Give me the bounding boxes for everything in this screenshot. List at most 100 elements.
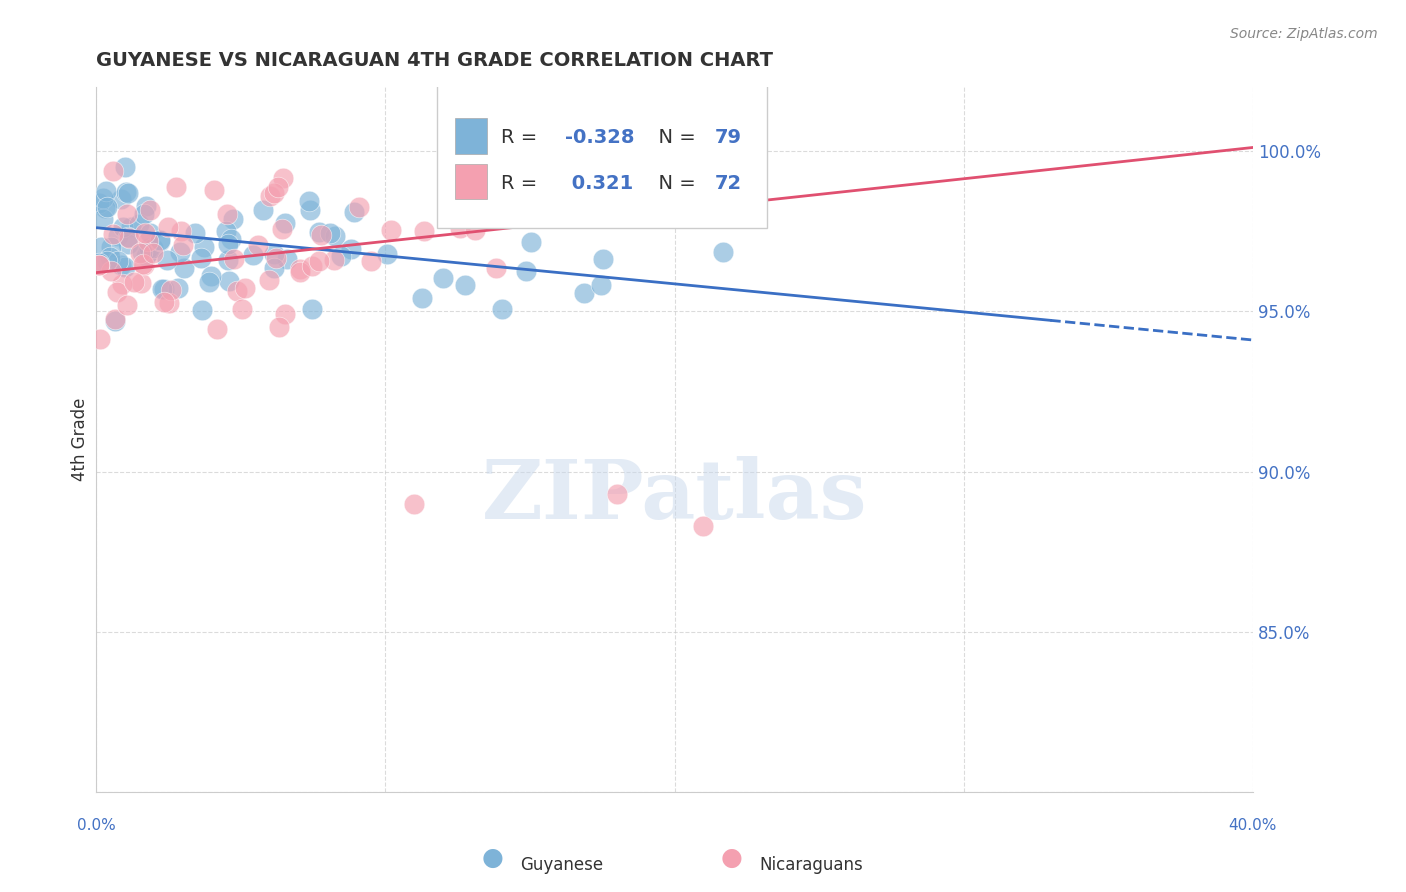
Point xyxy=(91,212,114,227)
Point xyxy=(104,311,127,326)
Point xyxy=(131,245,153,260)
Point xyxy=(100,263,122,277)
Point xyxy=(711,245,734,260)
Point xyxy=(191,302,214,317)
Point xyxy=(169,244,191,259)
Point xyxy=(360,253,382,268)
Text: 0.0%: 0.0% xyxy=(77,818,115,833)
FancyBboxPatch shape xyxy=(454,164,486,200)
Point xyxy=(491,301,513,316)
Point xyxy=(449,221,471,235)
Point xyxy=(132,207,155,221)
Point xyxy=(110,192,132,206)
Point xyxy=(173,261,195,276)
Point xyxy=(274,216,297,230)
Point xyxy=(142,246,165,260)
Point xyxy=(692,519,714,533)
Point xyxy=(432,271,454,285)
Point xyxy=(252,202,274,217)
Point xyxy=(221,232,243,246)
FancyBboxPatch shape xyxy=(454,119,486,153)
Point xyxy=(198,275,221,289)
Point xyxy=(482,180,505,194)
Point xyxy=(139,226,162,240)
Text: -0.328: -0.328 xyxy=(565,128,634,147)
Point xyxy=(225,284,247,298)
Point xyxy=(129,245,152,260)
Point xyxy=(112,219,135,234)
Point xyxy=(264,251,287,265)
Point xyxy=(165,180,187,194)
Point xyxy=(101,227,124,242)
Point xyxy=(98,250,121,264)
Text: GUYANESE VS NICARAGUAN 4TH GRADE CORRELATION CHART: GUYANESE VS NICARAGUAN 4TH GRADE CORRELA… xyxy=(96,51,773,70)
Point xyxy=(343,205,366,219)
Point xyxy=(159,283,181,297)
Point xyxy=(269,319,291,334)
Point xyxy=(115,298,138,312)
Point xyxy=(301,259,323,273)
Point xyxy=(149,233,172,247)
Point xyxy=(572,285,595,300)
Point xyxy=(222,211,245,226)
Point xyxy=(485,261,508,276)
Point xyxy=(142,241,165,255)
Text: 0.321: 0.321 xyxy=(565,174,633,193)
Point xyxy=(288,261,311,276)
Point xyxy=(149,234,172,248)
Point xyxy=(464,222,486,236)
Text: 79: 79 xyxy=(716,128,742,147)
Point xyxy=(167,281,190,295)
Point xyxy=(380,223,402,237)
Point xyxy=(207,322,229,336)
Point xyxy=(274,307,297,321)
Point xyxy=(276,252,298,266)
Point xyxy=(218,274,240,288)
Point xyxy=(107,228,129,243)
Point xyxy=(215,207,238,221)
Point xyxy=(263,247,285,261)
Point xyxy=(153,282,176,296)
Point xyxy=(150,282,173,296)
Point xyxy=(172,237,194,252)
Text: Nicaraguans: Nicaraguans xyxy=(759,856,863,874)
Point xyxy=(479,211,502,226)
Point xyxy=(184,226,207,240)
Point xyxy=(592,252,614,267)
Point xyxy=(94,201,117,215)
Point xyxy=(235,281,257,295)
Point xyxy=(89,332,111,346)
Point xyxy=(111,277,134,291)
Point xyxy=(138,202,160,217)
Point xyxy=(520,235,543,250)
Point xyxy=(246,238,269,252)
Point xyxy=(135,249,157,263)
Point xyxy=(157,296,180,310)
Point xyxy=(117,186,139,200)
Point xyxy=(138,245,160,260)
Point xyxy=(347,200,370,214)
FancyBboxPatch shape xyxy=(437,83,768,227)
Text: N =: N = xyxy=(645,128,702,147)
Point xyxy=(263,260,285,275)
Point xyxy=(340,242,363,256)
Text: N =: N = xyxy=(645,174,702,193)
Point xyxy=(259,188,281,202)
Point xyxy=(132,257,155,271)
Point xyxy=(200,268,222,283)
Point xyxy=(319,226,342,240)
Point xyxy=(96,200,118,214)
Point xyxy=(105,285,128,299)
Point xyxy=(120,219,142,234)
Point xyxy=(107,254,129,268)
Point xyxy=(298,194,321,208)
Point xyxy=(96,254,118,268)
Point xyxy=(91,191,114,205)
Point xyxy=(153,295,176,310)
Point xyxy=(115,207,138,221)
Point xyxy=(273,171,295,186)
Point xyxy=(135,199,157,213)
Point xyxy=(118,231,141,245)
Text: ZIPatlas: ZIPatlas xyxy=(482,456,868,536)
Point xyxy=(134,226,156,240)
